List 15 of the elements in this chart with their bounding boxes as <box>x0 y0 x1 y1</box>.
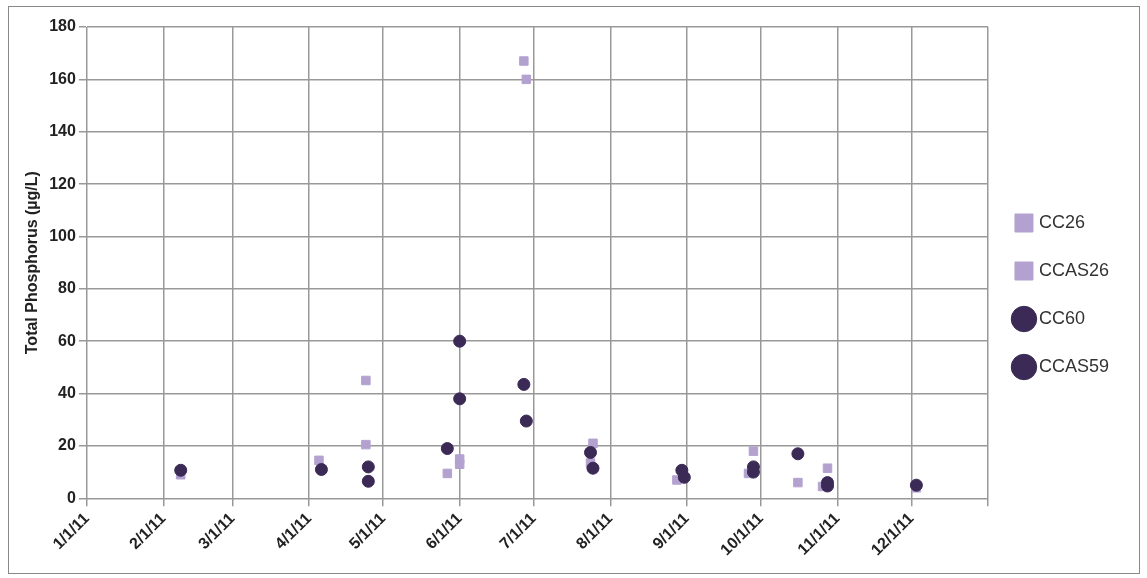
y-tick-label: 80 <box>58 279 76 297</box>
y-tick-label: 180 <box>49 17 76 35</box>
legend-label: CC26 <box>1038 211 1085 232</box>
y-axis-title: Total Phosphorus (µg/L) <box>23 171 41 355</box>
legend-label: CC60 <box>1038 307 1085 328</box>
legend-label: CCAS59 <box>1038 355 1109 376</box>
y-tick-label: 100 <box>49 226 76 244</box>
y-tick-label: 120 <box>49 174 76 192</box>
y-tick-label: 160 <box>49 69 76 87</box>
y-tick-label: 60 <box>58 331 76 349</box>
y-tick-label: 140 <box>49 122 76 140</box>
legend-label: CCAS26 <box>1038 259 1109 280</box>
y-tick-label: 20 <box>58 436 76 454</box>
y-tick-label: 0 <box>66 488 76 506</box>
y-tick-label: 40 <box>58 383 76 401</box>
